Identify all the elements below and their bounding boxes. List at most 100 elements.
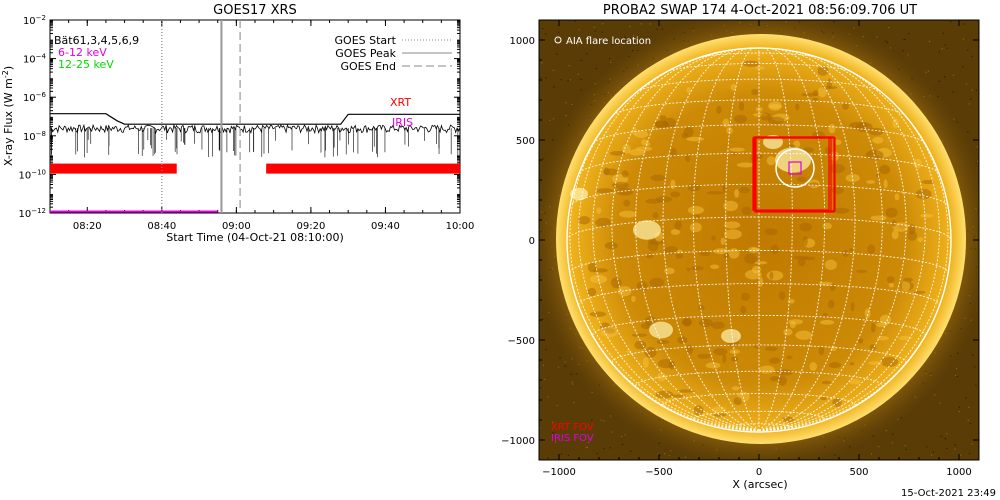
disk-feature — [820, 396, 827, 401]
disk-feature — [642, 357, 649, 368]
noise-pixel — [967, 131, 969, 133]
noise-pixel — [932, 451, 935, 453]
longitude-line — [569, 83, 760, 432]
noise-pixel — [971, 89, 973, 91]
noise-pixel — [928, 40, 931, 42]
noise-pixel — [958, 410, 960, 413]
disk-feature — [720, 237, 726, 246]
noise-pixel — [971, 443, 973, 445]
legend-left-item: Bät61,3,4,5,6,9 — [54, 34, 139, 47]
iris-fov-label: IRIS FOV — [551, 433, 594, 444]
disk-feature — [739, 101, 745, 111]
flare-legend: AIA flare location — [554, 36, 651, 47]
disk-feature — [685, 344, 694, 355]
disk-feature — [818, 346, 825, 356]
disk-feature — [786, 355, 793, 360]
longitude-line — [592, 52, 760, 432]
xrt-series-label: XRT — [390, 96, 411, 109]
disk-feature — [865, 150, 884, 160]
disk-feature — [723, 200, 739, 212]
noise-pixel — [580, 436, 582, 439]
limb-circle — [566, 47, 952, 433]
noise-pixel — [903, 39, 905, 41]
xrt-fov-box — [755, 137, 836, 212]
goes-xrs-chart: GOES17 XRS 10−12 10−10 10−8 10−6 10−4 10−2 08:… — [1, 3, 475, 244]
disk-feature — [766, 270, 784, 281]
noise-pixel — [949, 21, 952, 23]
disk-feature — [629, 149, 646, 156]
disk-feature — [730, 83, 737, 91]
disk-feature — [915, 188, 932, 200]
latitude-line — [612, 99, 906, 116]
disk-feature — [699, 252, 711, 257]
latitude-line — [636, 78, 882, 93]
disk-feature — [596, 207, 602, 214]
noise-pixel — [568, 65, 570, 67]
disk-feature — [849, 362, 855, 366]
disk-feature — [693, 405, 704, 416]
disk-feature — [824, 146, 831, 154]
legend-left-item: 6-12 keV — [58, 46, 107, 59]
disk-feature — [644, 316, 657, 326]
noise-pixel — [552, 118, 555, 120]
disk-feature — [659, 115, 667, 121]
longitude-line — [758, 57, 940, 432]
disk-feature — [711, 321, 725, 330]
heliographic-grid — [566, 47, 952, 433]
disk-feature — [821, 380, 832, 385]
noise-pixel — [624, 36, 626, 38]
longitude-line — [758, 52, 926, 432]
noise-pixel — [962, 66, 964, 68]
noise-pixel — [926, 446, 928, 448]
x-axis-label: X (arcsec) — [732, 478, 787, 491]
disk-feature — [866, 180, 875, 184]
noise-pixel — [559, 357, 561, 359]
disk-feature — [754, 261, 768, 265]
noise-pixel — [567, 80, 569, 82]
y-tick-label: 0 — [529, 236, 535, 247]
latitude-line — [697, 52, 821, 59]
disk-feature — [698, 304, 705, 311]
disk-feature — [600, 327, 619, 338]
disk-feature — [795, 330, 813, 340]
x-axis-label: Start Time (04-Oct-21 08:10:00) — [166, 231, 344, 244]
noise-pixel — [938, 51, 940, 53]
noise-pixel — [670, 450, 672, 452]
disk-feature — [832, 207, 850, 214]
y-tick-label: 10−12 — [18, 207, 46, 220]
disk-feature — [845, 173, 860, 183]
noise-pixel — [609, 57, 611, 60]
disk-feature — [883, 179, 888, 189]
noise-pixel — [972, 354, 974, 356]
disk-feature — [609, 151, 626, 156]
disk-feature — [828, 123, 836, 134]
noise-pixel — [629, 25, 631, 28]
noise-pixel — [560, 79, 562, 81]
noise-pixel — [955, 374, 957, 376]
noise-pixel — [853, 27, 855, 29]
y-tick-label: 500 — [516, 136, 535, 147]
noise-pixel — [601, 31, 603, 33]
disk-feature — [741, 206, 752, 216]
disk-feature — [705, 362, 721, 369]
disk-feature — [903, 277, 913, 283]
disk-feature — [778, 291, 786, 300]
noise-pixel — [955, 367, 958, 370]
noise-pixel — [564, 361, 566, 363]
disk-feature — [769, 357, 781, 364]
disk-feature — [776, 369, 794, 376]
disk-feature — [723, 229, 742, 240]
longitude-line — [758, 48, 883, 432]
disk-feature — [894, 193, 900, 201]
disk-feature — [767, 116, 785, 125]
noise-pixel — [952, 74, 955, 76]
noise-pixel — [969, 422, 972, 425]
noise-pixel — [878, 445, 880, 448]
disk-feature — [686, 267, 691, 272]
disk-feature — [752, 265, 762, 274]
disk-feature — [901, 280, 911, 292]
noise-pixel — [938, 80, 940, 82]
noise-pixel — [588, 441, 590, 443]
noise-pixel — [659, 454, 661, 457]
